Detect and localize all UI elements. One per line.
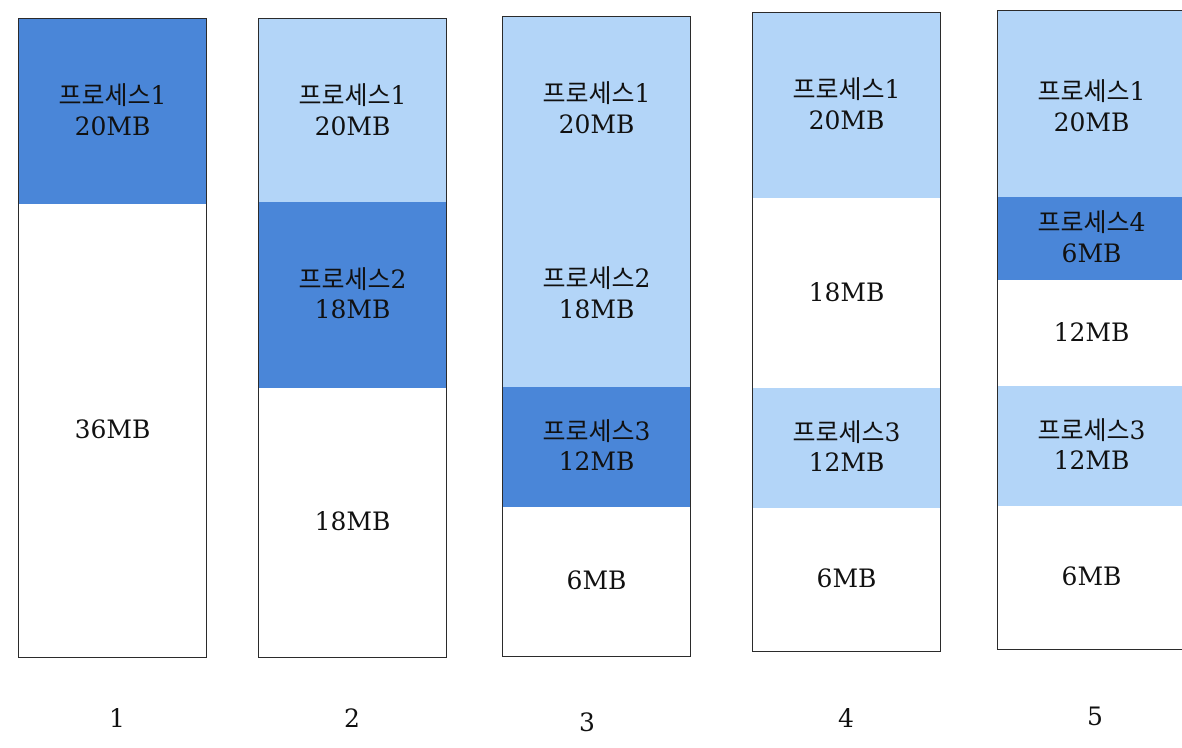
process-size: 12MB bbox=[808, 448, 885, 477]
process-name: 프로세스1 bbox=[58, 81, 167, 110]
process-size: 18MB bbox=[314, 295, 391, 324]
free-memory-block: 18MB bbox=[258, 388, 447, 658]
process-block: 프로세스2 18MB bbox=[258, 202, 447, 389]
process-block: 프로세스1 20MB bbox=[18, 18, 207, 205]
process-block: 프로세스3 12MB bbox=[997, 386, 1182, 507]
free-memory-block: 6MB bbox=[997, 506, 1182, 650]
step-label: 4 bbox=[838, 704, 854, 733]
free-size: 6MB bbox=[566, 566, 627, 596]
process-name: 프로세스2 bbox=[298, 264, 407, 294]
process-size: 18MB bbox=[558, 294, 635, 324]
free-size: 12MB bbox=[1053, 317, 1130, 347]
process-block: 프로세스4 6MB bbox=[997, 197, 1182, 281]
process-block: 프로세스3 12MB bbox=[502, 387, 691, 508]
free-memory-block: 18MB bbox=[752, 198, 941, 389]
process-block: 프로세스1 20MB bbox=[752, 12, 941, 199]
free-size: 36MB bbox=[74, 415, 151, 445]
free-memory-block: 36MB bbox=[18, 204, 207, 658]
step-label: 5 bbox=[1087, 702, 1103, 731]
process-size: 20MB bbox=[1053, 107, 1130, 137]
memory-column-step-4: 프로세스1 20MB 18MB 프로세스3 12MB 6MB bbox=[752, 0, 941, 748]
process-size: 20MB bbox=[314, 111, 391, 141]
free-memory-block: 6MB bbox=[502, 507, 691, 657]
process-name: 프로세스1 bbox=[542, 79, 651, 108]
process-name: 프로세스1 bbox=[298, 81, 407, 110]
step-label: 1 bbox=[109, 704, 125, 733]
process-block: 프로세스1 20MB bbox=[258, 18, 447, 203]
free-memory-block: 12MB bbox=[997, 280, 1182, 387]
memory-column-step-5: 프로세스1 20MB 프로세스4 6MB 12MB 프로세스3 12MB 6MB bbox=[997, 0, 1182, 748]
step-label: 3 bbox=[579, 708, 595, 737]
process-name: 프로세스4 bbox=[1037, 208, 1146, 237]
process-size: 20MB bbox=[74, 111, 151, 141]
process-name: 프로세스3 bbox=[1037, 415, 1146, 445]
free-size: 18MB bbox=[808, 277, 885, 307]
memory-column-step-3: 프로세스1 20MB 프로세스2 18MB 프로세스3 12MB 6MB bbox=[502, 0, 691, 748]
memory-column-step-2: 프로세스1 20MB 프로세스2 18MB 18MB bbox=[258, 0, 447, 748]
step-label: 2 bbox=[344, 704, 360, 733]
process-size: 6MB bbox=[1061, 238, 1122, 268]
process-size: 20MB bbox=[808, 105, 885, 135]
process-block: 프로세스1 20MB bbox=[997, 10, 1182, 198]
process-size: 20MB bbox=[558, 109, 635, 139]
free-size: 18MB bbox=[314, 507, 391, 537]
process-size: 12MB bbox=[558, 447, 635, 476]
process-block: 프로세스3 12MB bbox=[752, 388, 941, 509]
free-size: 6MB bbox=[1061, 562, 1122, 592]
memory-column-step-1: 프로세스1 20MB 36MB bbox=[18, 0, 207, 748]
free-size: 6MB bbox=[816, 564, 877, 594]
process-size: 12MB bbox=[1053, 446, 1130, 475]
process-name: 프로세스3 bbox=[792, 417, 901, 447]
process-name: 프로세스2 bbox=[542, 264, 651, 293]
process-name: 프로세스1 bbox=[1037, 77, 1146, 106]
process-name: 프로세스1 bbox=[792, 75, 901, 104]
free-memory-block: 6MB bbox=[752, 508, 941, 652]
process-name: 프로세스3 bbox=[542, 416, 651, 446]
process-block: 프로세스2 18MB bbox=[502, 202, 691, 388]
process-block: 프로세스1 20MB bbox=[502, 16, 691, 203]
